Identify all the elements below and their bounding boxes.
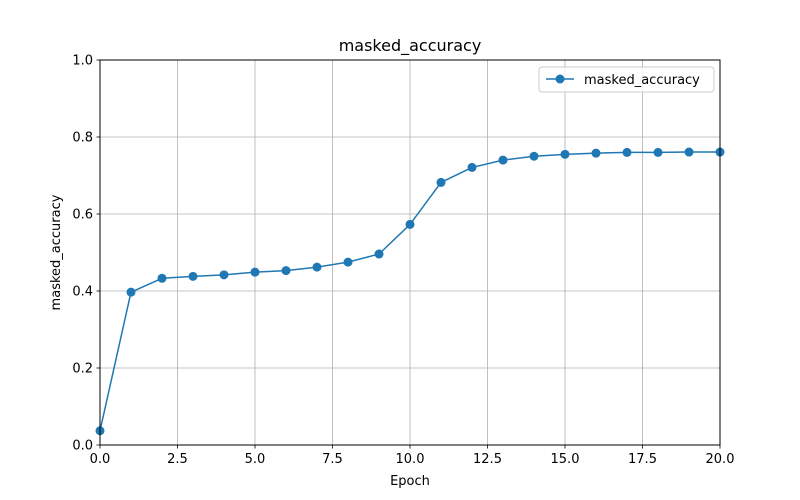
x-tick-label: 17.5 — [628, 452, 657, 467]
data-point — [560, 149, 570, 159]
data-point — [684, 147, 694, 157]
data-point — [219, 270, 229, 280]
data-point — [343, 257, 353, 267]
y-tick-label: 0.8 — [72, 131, 93, 146]
data-point — [374, 249, 384, 259]
x-tick-label: 20.0 — [706, 452, 735, 467]
chart-title: masked_accuracy — [339, 36, 482, 56]
data-point — [250, 267, 260, 277]
x-tick-label: 5.0 — [245, 452, 266, 467]
legend-label: masked_accuracy — [584, 73, 700, 88]
x-tick-label: 2.5 — [167, 452, 188, 467]
x-axis-title: Epoch — [390, 474, 430, 489]
data-point — [157, 273, 167, 283]
y-axis-title: masked_accuracy — [49, 194, 64, 310]
x-tick-label: 15.0 — [551, 452, 580, 467]
legend: masked_accuracy — [538, 66, 715, 93]
y-tick-label: 0.0 — [72, 439, 93, 454]
ticks: 0.0 2.5 5.0 7.5 10.0 12.5 15.0 17.5 20.0 0.0 0.2 0.… — [72, 54, 734, 468]
data-point — [591, 148, 601, 158]
data-point — [405, 219, 415, 229]
series-layer — [95, 147, 725, 436]
y-tick-label: 1.0 — [72, 54, 93, 69]
data-point — [467, 162, 477, 172]
data-point — [281, 266, 291, 276]
legend-box — [538, 66, 715, 93]
grid — [99, 59, 721, 446]
y-tick-label: 0.4 — [72, 285, 93, 300]
data-point — [529, 151, 539, 161]
data-point — [622, 147, 632, 157]
y-tick-label: 0.6 — [72, 208, 93, 223]
x-tick-label: 10.0 — [396, 452, 425, 467]
data-point — [126, 287, 136, 297]
data-point — [436, 177, 446, 187]
x-tick-label: 12.5 — [473, 452, 502, 467]
y-tick-label: 0.2 — [72, 362, 93, 377]
data-point — [653, 147, 663, 157]
legend-point-marker — [555, 74, 565, 84]
x-tick-label: 7.5 — [322, 452, 343, 467]
data-point — [312, 262, 322, 272]
data-point — [498, 155, 508, 165]
x-tick-label: 0.0 — [90, 452, 111, 467]
data-point — [188, 271, 198, 281]
